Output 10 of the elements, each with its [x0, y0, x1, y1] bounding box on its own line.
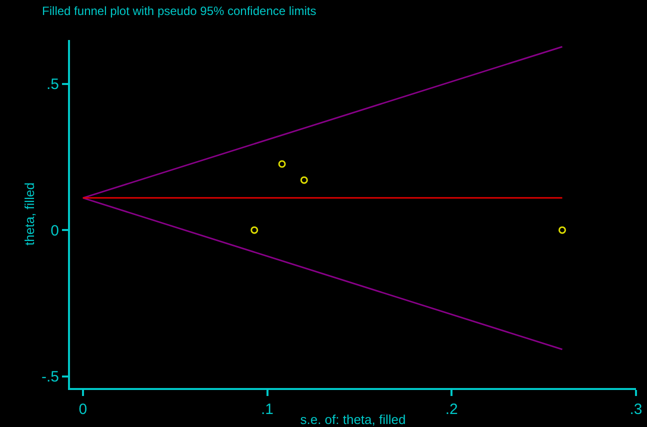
- y-tick-label: 0: [50, 222, 59, 240]
- x-tick-label: .3: [630, 401, 642, 418]
- x-axis-title: s.e. of: theta, filled: [300, 412, 406, 427]
- y-axis-title: theta, filled: [22, 182, 37, 246]
- chart-title: Filled funnel plot with pseudo 95% confidence limits: [42, 4, 316, 18]
- x-tick-label: .1: [261, 401, 274, 418]
- x-tick-label: .2: [445, 401, 458, 418]
- y-tick-label: .5: [46, 76, 59, 94]
- x-tick-label: 0: [78, 401, 88, 418]
- y-tick-label: -.5: [41, 368, 59, 386]
